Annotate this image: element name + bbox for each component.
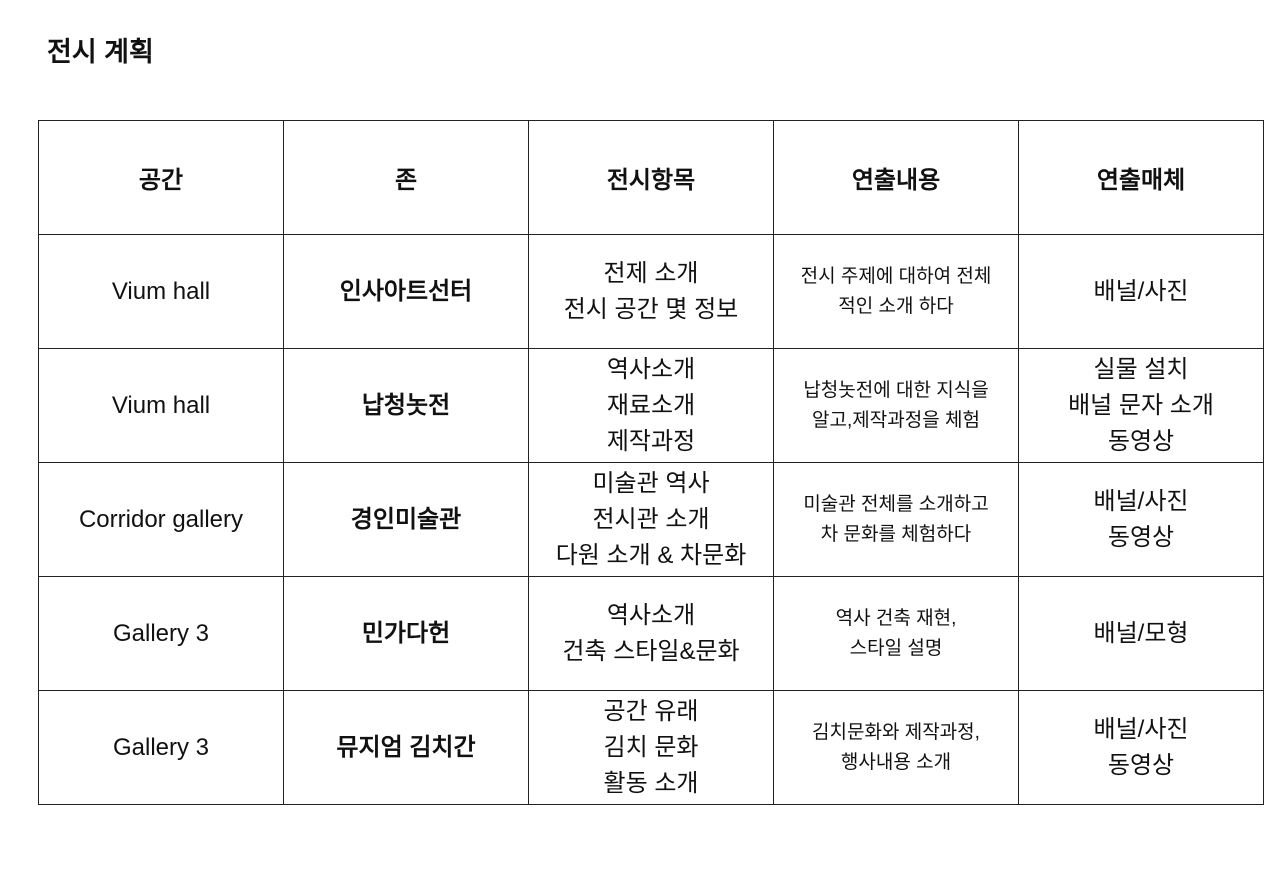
cell-zone: 민가다헌 [283,576,529,691]
table-row: Gallery 3 민가다헌 역사소개 건축 스타일&문화 역사 건축 재현, 스타일… [38,576,1264,691]
exhibition-plan-table: 공간 존 전시항목 연출내용 연출매체 Vium hall 인사아트선터 전제 소개… [38,120,1264,805]
cell-media: 배널/사진 [1018,234,1264,349]
header-items: 전시항목 [528,120,774,235]
cell-description: 역사 건축 재현, 스타일 설명 [773,576,1019,691]
cell-media: 배널/모형 [1018,576,1264,691]
cell-description: 납청놋전에 대한 지식을 알고,제작과정을 체험 [773,348,1019,463]
cell-media: 배널/사진 동영상 [1018,462,1264,577]
cell-space: Gallery 3 [38,576,284,691]
cell-items: 미술관 역사 전시관 소개 다원 소개 & 차문화 [528,462,774,577]
header-media: 연출매체 [1018,120,1264,235]
cell-zone: 경인미술관 [283,462,529,577]
header-description: 연출내용 [773,120,1019,235]
table-row: Corridor gallery 경인미술관 미술관 역사 전시관 소개 다원 소개… [38,462,1264,577]
cell-zone: 뮤지엄 김치간 [283,690,529,805]
cell-zone: 납청놋전 [283,348,529,463]
cell-space: Gallery 3 [38,690,284,805]
cell-description: 전시 주제에 대하여 전체 적인 소개 하다 [773,234,1019,349]
cell-items: 역사소개 재료소개 제작과정 [528,348,774,463]
header-space: 공간 [38,120,284,235]
table-header-row: 공간 존 전시항목 연출내용 연출매체 [38,120,1264,235]
cell-space: Vium hall [38,348,284,463]
cell-description: 미술관 전체를 소개하고 차 문화를 체험하다 [773,462,1019,577]
table-row: Gallery 3 뮤지엄 김치간 공간 유래 김치 문화 활동 소개 김치문화와 제… [38,690,1264,805]
cell-items: 역사소개 건축 스타일&문화 [528,576,774,691]
page-title: 전시 계획 [47,37,154,67]
table-row: Vium hall 인사아트선터 전제 소개 전시 공간 몇 정보 전시 주제에 대하… [38,234,1264,349]
cell-space: Corridor gallery [38,462,284,577]
cell-space: Vium hall [38,234,284,349]
cell-items: 전제 소개 전시 공간 몇 정보 [528,234,774,349]
cell-media: 실물 설치 배널 문자 소개 동영상 [1018,348,1264,463]
cell-items: 공간 유래 김치 문화 활동 소개 [528,690,774,805]
header-zone: 존 [283,120,529,235]
cell-description: 김치문화와 제작과정, 행사내용 소개 [773,690,1019,805]
cell-zone: 인사아트선터 [283,234,529,349]
cell-media: 배널/사진 동영상 [1018,690,1264,805]
table-row: Vium hall 납청놋전 역사소개 재료소개 제작과정 납청놋전에 대한 지식을 … [38,348,1264,463]
